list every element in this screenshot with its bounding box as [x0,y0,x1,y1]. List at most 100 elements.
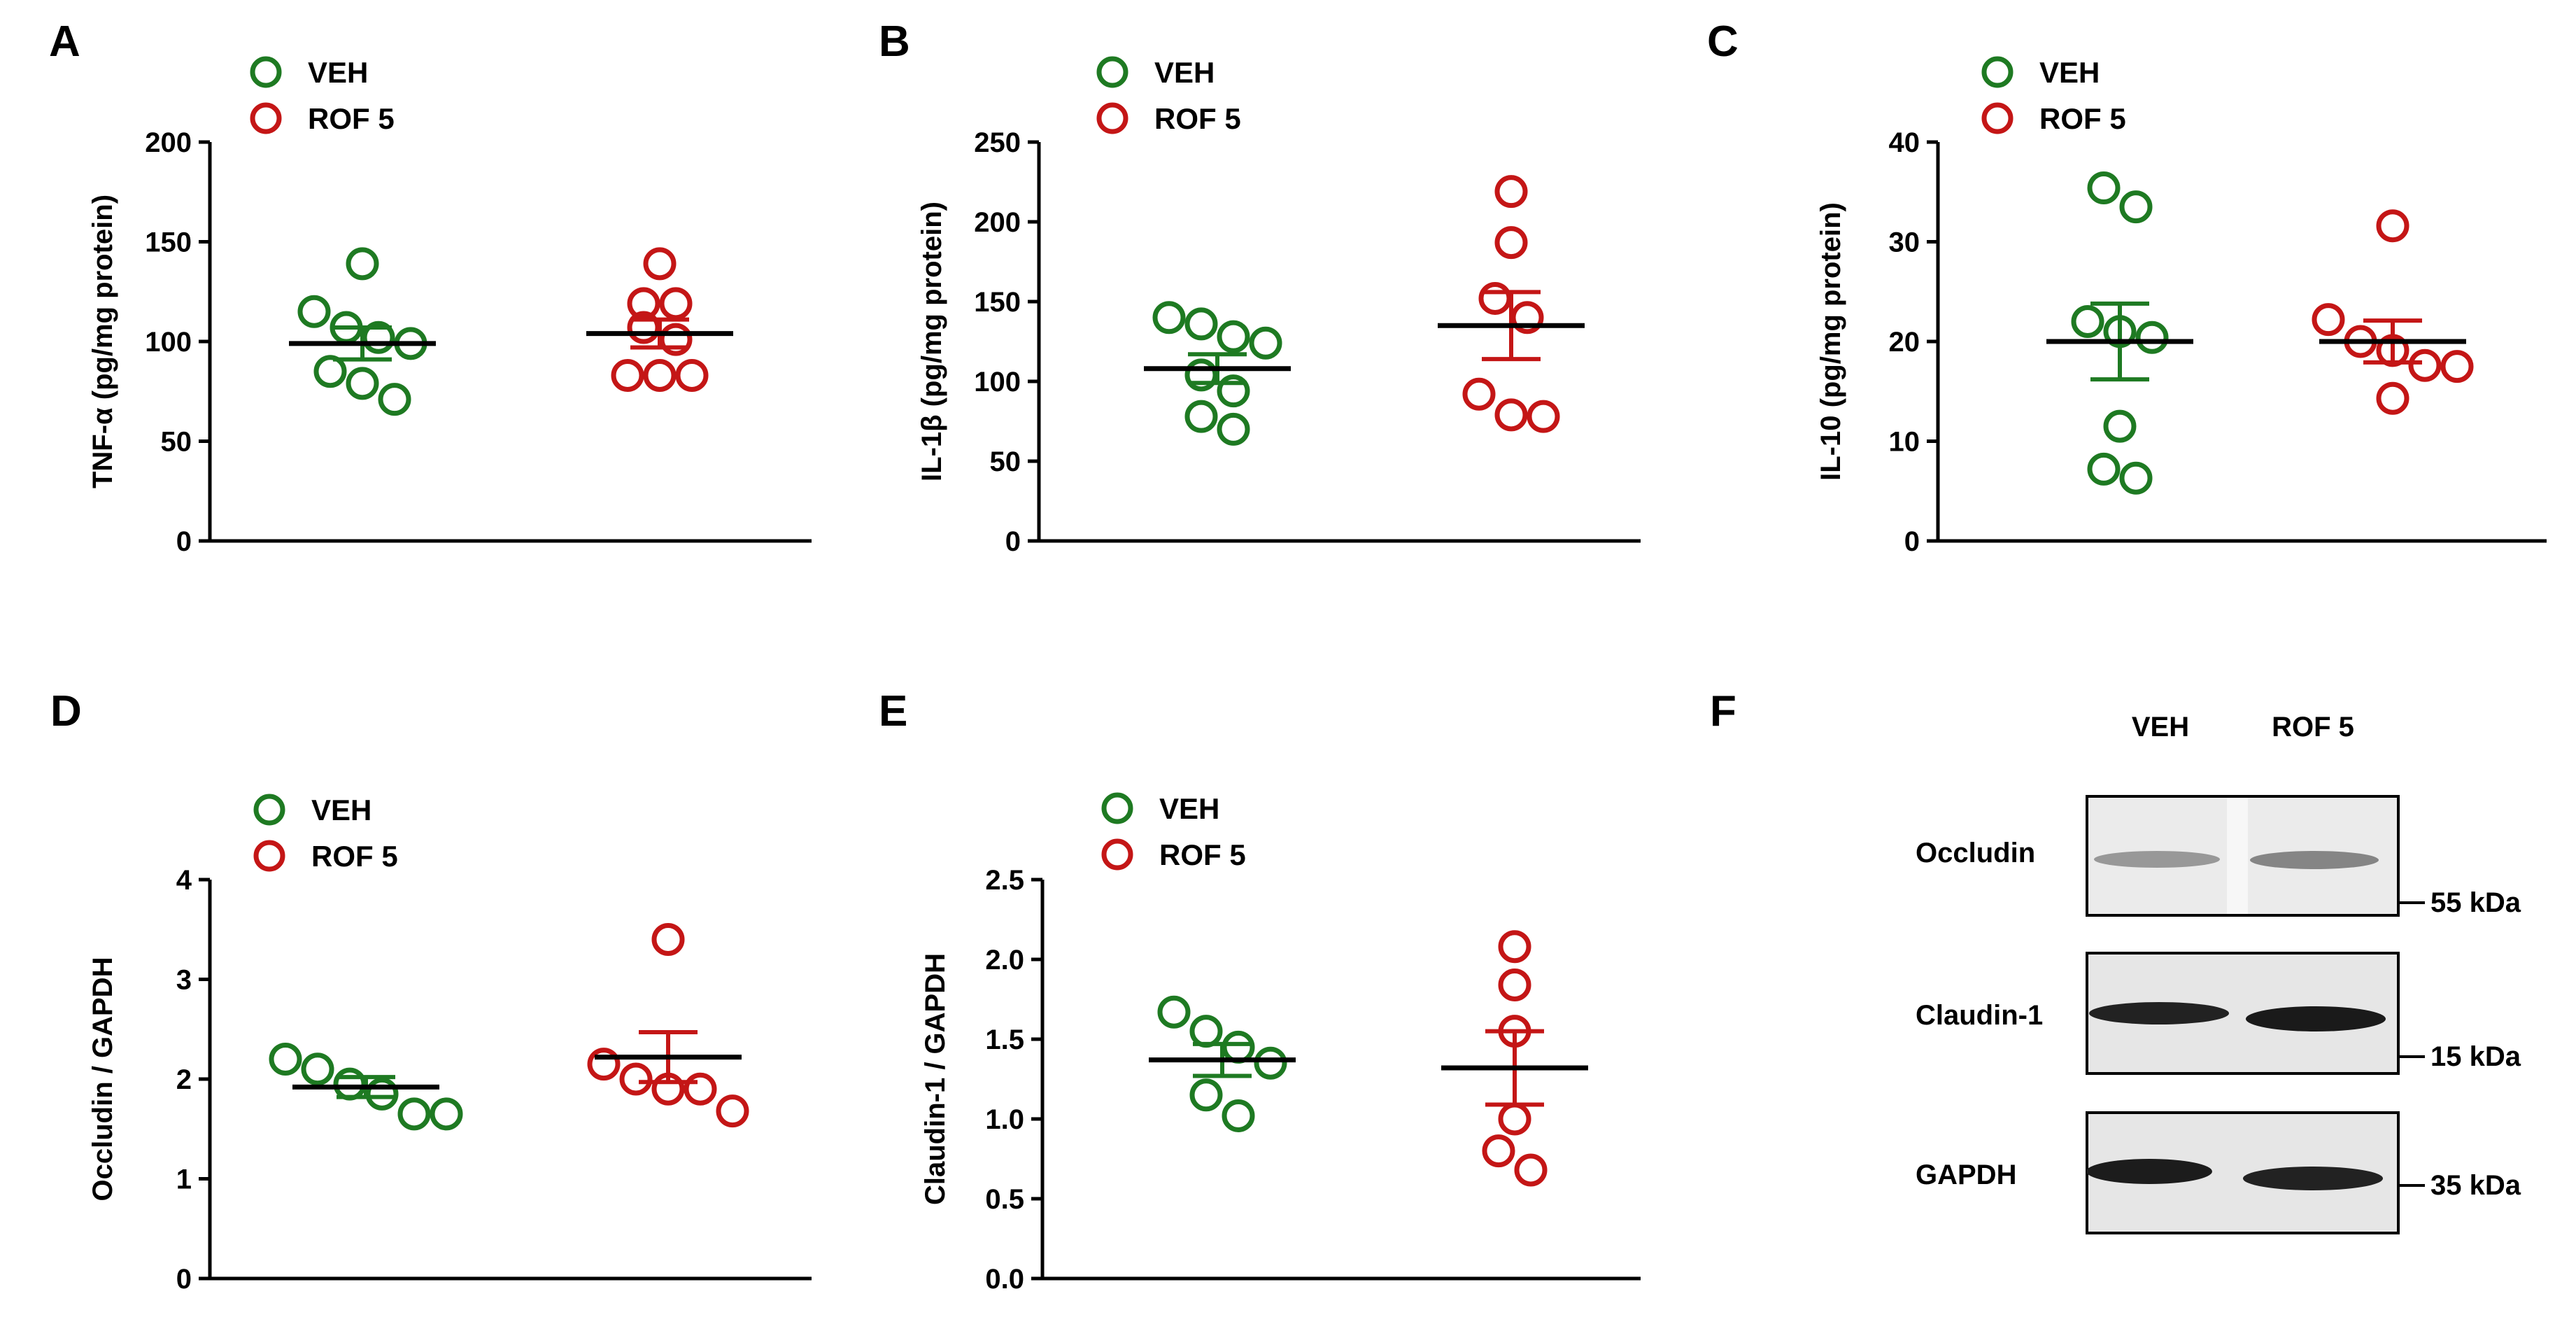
y-tick-label: 250 [974,127,1021,158]
y-tick-label: 200 [145,127,192,158]
data-point-rof [2376,381,2409,415]
data-point-veh [346,367,379,400]
data-point-rof [1494,398,1528,432]
data-point-veh [301,1052,334,1086]
y-tick-label: 200 [974,207,1021,238]
y-tick-label: 100 [145,327,192,358]
data-point-rof [651,923,685,956]
legend-label-veh: VEH [308,56,368,89]
data-point-veh [2135,321,2169,354]
legend-marker-rof [1096,102,1128,134]
data-point-veh [297,295,331,328]
legend-marker-rof [250,102,282,134]
data-point-veh [2103,409,2137,443]
legend-label-veh: VEH [1154,56,1215,89]
wb-lane-header-rof: ROF 5 [2272,712,2354,742]
data-point-veh [1217,412,1250,446]
chart-panel-a: 0 50 100 150 200 TNF-α (pg/mg protein) VEH ROF … [87,56,812,557]
panel-letter-b: B [879,17,910,66]
blot-gap [2227,798,2248,914]
legend-label-rof: ROF 5 [2039,102,2126,135]
wb-marker-15-kda: 15 kDa [2430,1041,2521,1072]
legend-marker-rof [1981,102,2014,134]
data-point-veh [2087,171,2121,205]
wb-label-gapdh: GAPDH [1916,1160,2016,1190]
data-point-rof [2440,350,2474,383]
data-point-rof [2312,303,2345,337]
data-point-rof [1494,226,1528,260]
y-axis-title: IL-1β (pg/mg protein) [917,202,947,481]
y-tick-label: 0.0 [985,1264,1024,1295]
data-point-rof [1482,1134,1515,1168]
y-tick-label: 2.0 [985,945,1024,976]
data-point-rof [619,1062,653,1096]
legend-marker-rof [1101,838,1133,871]
data-point-rof [1498,968,1531,1001]
y-tick-label: 1 [176,1164,192,1195]
legend-marker-veh [250,56,282,88]
data-point-veh [1222,1030,1255,1064]
legend-marker-veh [1101,792,1133,824]
data-point-veh [1254,1046,1287,1080]
data-point-veh [1184,400,1218,433]
data-point-veh [397,1097,431,1131]
band-claudin-1-rof [2246,1006,2386,1031]
legend-label-rof: ROF 5 [1159,838,1246,871]
y-tick-label: 20 [1889,327,1920,358]
data-point-rof [659,287,693,321]
y-tick-label: 0 [176,526,192,557]
y-axis-title: Occludin / GAPDH [87,957,118,1202]
data-point-rof [2376,209,2409,243]
y-tick-label: 50 [990,446,1021,477]
y-tick-label: 3 [176,965,192,996]
data-point-rof [643,247,677,281]
data-point-veh [1152,301,1186,334]
panel-letter-f: F [1710,687,1736,735]
legend-label-veh: VEH [311,794,371,826]
wb-lane-header-veh: VEH [2132,712,2189,742]
y-tick-label: 30 [1889,227,1920,258]
data-point-rof [611,358,644,392]
panel-letter-c: C [1707,17,1739,66]
y-tick-label: 2.5 [985,865,1024,896]
y-tick-label: 4 [176,865,192,896]
data-point-veh [430,1097,463,1131]
chart-panel-e: 0.0 0.5 1.0 1.5 2.0 2.5 Claudin-1 / GAPDH VEH RO… [920,792,1641,1295]
y-tick-label: 0 [176,1264,192,1295]
wb-marker-55-kda: 55 kDa [2430,887,2521,918]
data-point-veh [1189,1078,1223,1112]
data-point-veh [378,383,411,416]
western-blot-panel: VEH ROF 5 Occludin Claudin-1 GAPDH 55 kD… [1916,712,2521,1234]
data-point-veh [1217,320,1250,353]
data-point-veh [346,247,379,281]
band-gapdh-veh [2086,1159,2212,1184]
wb-label-occludin: Occludin [1916,838,2035,868]
blot-claudin-1 [2086,952,2400,1075]
y-axis-title: TNF-α (pg/mg protein) [87,195,118,488]
chart-panel-d: 0 1 2 3 4 Occludin / GAPDH VEH ROF 5 [87,794,812,1295]
legend-label-veh: VEH [2039,56,2100,89]
data-point-rof [1494,175,1528,209]
wb-marker-35-kda: 35 kDa [2430,1170,2521,1201]
data-point-veh [2071,305,2104,338]
panel-letter-e: E [879,687,907,735]
band-claudin-1-veh [2089,1002,2229,1024]
legend-marker-veh [1981,56,2014,88]
y-tick-label: 2 [176,1064,192,1095]
band-occludin-veh [2094,851,2220,868]
y-tick-label: 150 [145,227,192,258]
band-occludin-rof [2250,851,2379,869]
data-point-rof [1462,377,1496,411]
panel-letter-d: D [50,687,82,735]
data-point-rof [1527,400,1560,433]
wb-label-claudin-1: Claudin-1 [1916,1000,2043,1031]
y-axis-title: IL-10 (pg/mg protein) [1816,202,1846,481]
y-tick-label: 0.5 [985,1184,1024,1215]
y-tick-label: 50 [161,427,192,458]
data-point-rof [1478,281,1512,315]
data-point-veh [2119,190,2153,224]
data-point-veh [1222,1099,1255,1132]
data-point-veh [1249,326,1282,360]
data-point-rof [684,1072,717,1106]
